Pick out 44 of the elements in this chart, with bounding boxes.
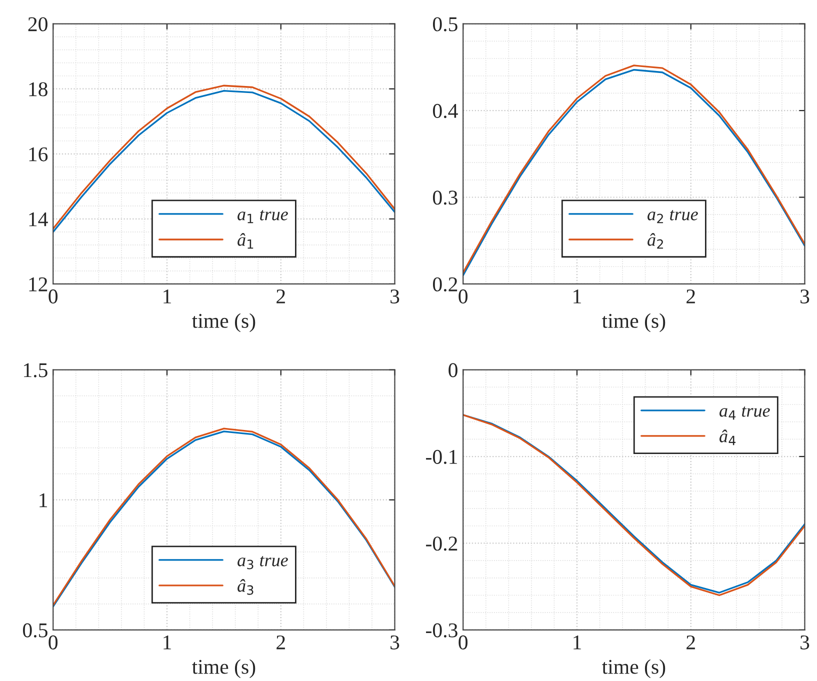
y-tick-label: 0.5 — [432, 17, 458, 32]
y-tick-label: 0.3 — [432, 190, 458, 205]
y-tick-label: 0.5 — [22, 623, 48, 638]
y-tick-label: 0.2 — [432, 277, 458, 292]
x-tick-label: 3 — [390, 289, 400, 304]
legend-label: a$_{2}$ true — [648, 210, 698, 224]
y-tick-label: 12 — [29, 277, 48, 292]
x-tick-label: 1 — [164, 290, 171, 304]
y-tick-label: 1.5 — [24, 363, 48, 378]
y-tick-label: 1 — [40, 493, 47, 508]
x-axis-title: time (s) — [192, 659, 256, 678]
x-tick-label: 2 — [686, 289, 695, 304]
y-tick-label: 16 — [29, 147, 48, 162]
x-tick-label: 2 — [276, 289, 285, 304]
x-tick-label: 0 — [458, 635, 468, 650]
x-tick-label: 0 — [48, 289, 58, 304]
x-tick-label: 1 — [574, 290, 581, 304]
y-tick-label: 14 — [29, 212, 48, 226]
y-tick-label: -0.3 — [426, 623, 458, 638]
x-tick-label: 2 — [686, 635, 695, 650]
y-tick-label: -0.2 — [426, 536, 458, 551]
legend-label: â$_{3}$ — [238, 579, 254, 595]
y-tick-label: 0.4 — [432, 104, 458, 118]
x-tick-label: 1 — [164, 635, 171, 650]
x-tick-label: 3 — [800, 289, 810, 304]
x-axis-title: time (s) — [602, 659, 666, 678]
y-tick-label: 18 — [29, 82, 48, 96]
legend-label: â$_{2}$ — [648, 233, 663, 249]
legend-label: â$_{1}$ — [238, 233, 254, 249]
x-tick-label: 3 — [800, 635, 810, 650]
legend-label: a$_{1}$ true — [238, 210, 288, 224]
y-tick-label: 20 — [28, 17, 48, 32]
x-tick-label: 3 — [390, 635, 400, 650]
legend-label: a$_{3}$ true — [238, 556, 288, 570]
legend-label: â$_{4}$ — [720, 430, 736, 446]
y-tick-label: -0.1 — [426, 450, 457, 464]
x-tick-label: 1 — [574, 635, 581, 650]
x-axis-title: time (s) — [602, 313, 666, 332]
legend-label: a$_{4}$ true — [720, 406, 770, 420]
x-tick-label: 0 — [48, 635, 58, 650]
x-tick-label: 0 — [458, 289, 468, 304]
x-axis-title: time (s) — [192, 313, 256, 332]
x-tick-label: 2 — [276, 635, 285, 650]
y-tick-label: 0 — [448, 363, 458, 378]
